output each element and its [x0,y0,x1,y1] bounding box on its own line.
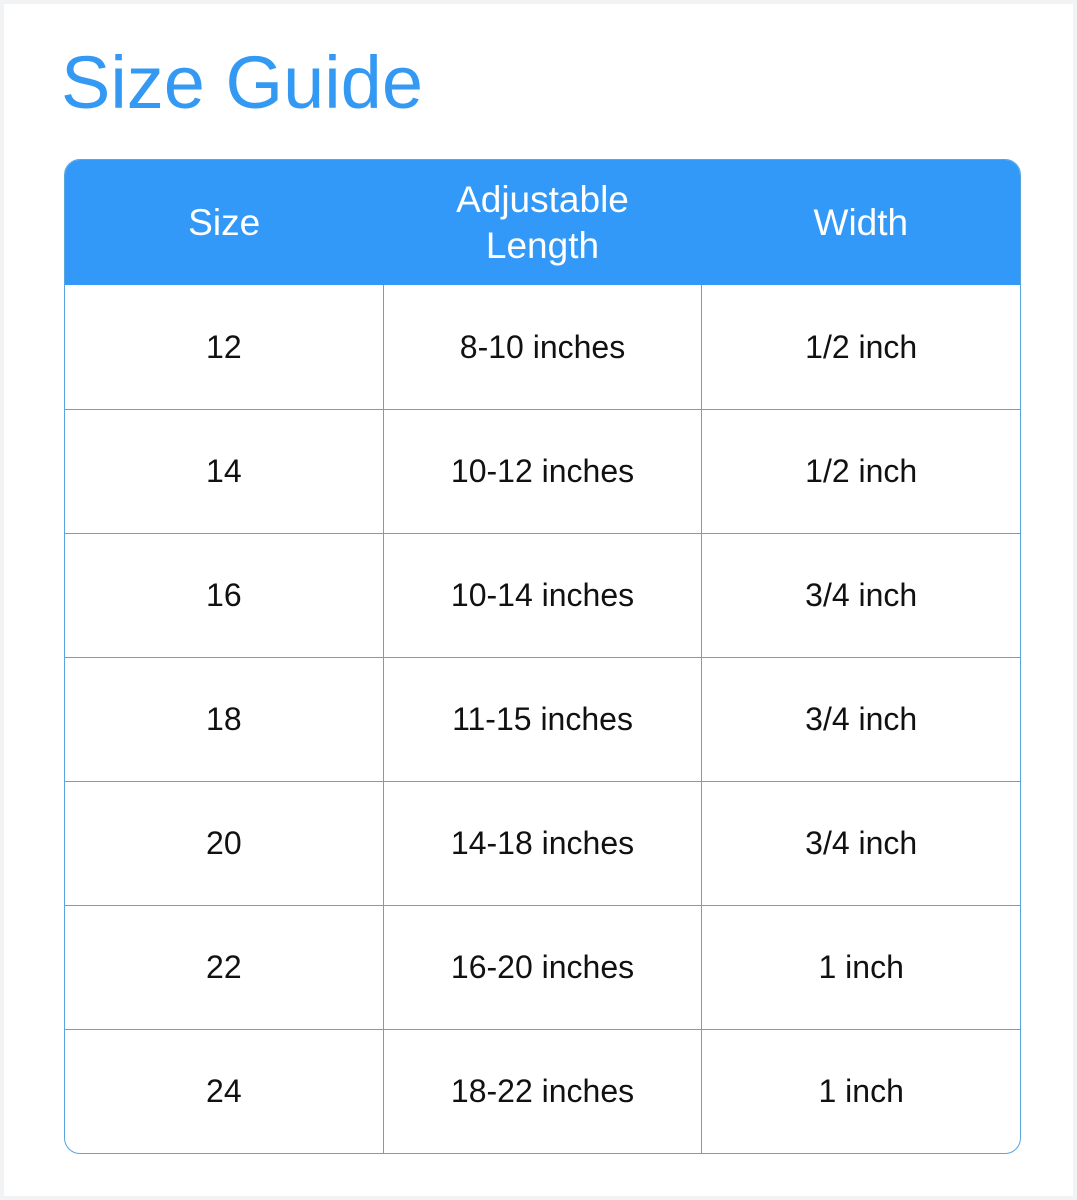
cell-length: 10-14 inches [382,534,702,657]
cell-size: 16 [206,577,242,613]
header-adjustable-length-label: Adjustable Length [456,178,629,266]
cell-length: 11-15 inches [382,658,702,781]
cell-length: 10-12 inches [382,410,702,533]
cell-length: 16-20 inches [382,906,702,1029]
cell-size: 24 [206,1073,242,1109]
cell-size: 12 [206,328,242,365]
cell-width: 1/2 inch [701,410,1020,533]
cell-length: 8-10 inches [382,285,702,409]
cell-width: 3/4 inch [701,782,1020,905]
table-row: 16 10-14 inches 3/4 inch [65,533,1020,657]
cell-size: 22 [206,949,242,985]
table-row: 22 16-20 inches 1 inch [65,905,1020,1029]
header-width: Width [813,201,909,243]
cell-length: 18-22 inches [382,1030,702,1153]
size-table: Size Adjustable Length Width 12 8-10 inch… [64,159,1021,1154]
table-row: 18 11-15 inches 3/4 inch [65,657,1020,781]
cell-size: 14 [206,453,242,489]
table-row: 12 8-10 inches 1/2 inch [65,285,1020,409]
cell-width: 1 inch [701,906,1020,1029]
table-row: 24 18-22 inches 1 inch [65,1029,1020,1153]
cell-width: 1/2 inch [701,285,1020,409]
table-row: 20 14-18 inches 3/4 inch [65,781,1020,905]
cell-width: 1 inch [701,1030,1020,1153]
table-body: 12 8-10 inches 1/2 inch 14 10-12 inches 1/2 i… [65,285,1020,1153]
header-size: Size [188,201,261,243]
cell-size: 18 [206,701,242,737]
cell-length: 14-18 inches [382,782,702,905]
page-title: Size Guide [61,41,423,124]
table-row: 14 10-12 inches 1/2 inch [65,409,1020,533]
cell-width: 3/4 inch [701,534,1020,657]
size-guide-page: Size Guide Size Adjustable Length Width … [4,4,1073,1196]
cell-width: 3/4 inch [701,658,1020,781]
table-header: Size Adjustable Length Width [65,160,1020,285]
cell-size: 20 [206,825,242,861]
header-adjustable-length: Adjustable Length [383,160,701,285]
